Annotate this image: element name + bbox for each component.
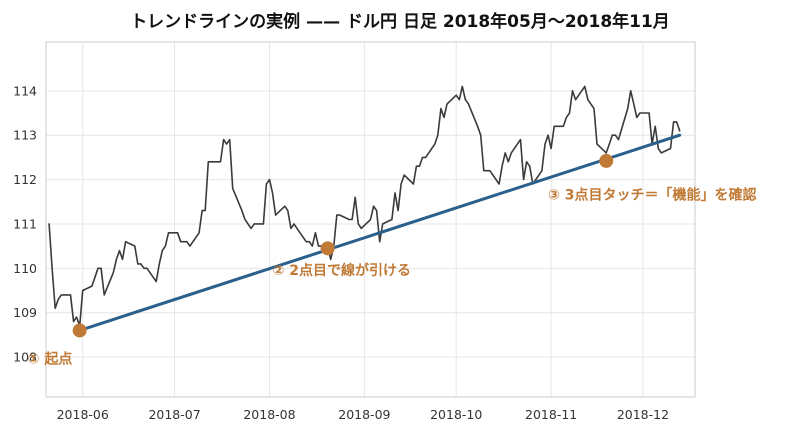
x-tick-label: 2018-06 <box>57 407 109 422</box>
y-tick-label: 113 <box>13 128 37 143</box>
y-tick-label: 112 <box>13 172 37 187</box>
x-tick-label: 2018-09 <box>338 407 390 422</box>
plot-frame <box>45 41 696 398</box>
y-tick-label: 110 <box>13 261 37 276</box>
annotations: ① 起点 ② 2点目で線が引ける ③ 3点目タッチ＝「機能」を確認 <box>28 187 757 368</box>
x-tick-label: 2018-11 <box>525 407 577 422</box>
touch-point <box>72 323 87 338</box>
y-tick-label: 108 <box>13 350 37 365</box>
x-tick-label: 2018-07 <box>148 407 200 422</box>
touch-point <box>599 153 614 168</box>
trend-line <box>78 133 682 332</box>
annotation-label: ③ 3点目タッチ＝「機能」を確認 <box>548 187 756 204</box>
y-tick-label: 114 <box>13 83 37 98</box>
price-line <box>48 85 681 327</box>
x-tick-label: 2018-10 <box>430 407 482 422</box>
touch-point <box>320 241 335 256</box>
annotation-label: ① 起点 <box>28 351 73 368</box>
annotation-label: ② 2点目で線が引ける <box>273 262 411 279</box>
series-group <box>48 85 682 332</box>
chart-title: トレンドラインの実例 —— ドル円 日足 2018年05月〜2018年11月 <box>130 11 670 32</box>
y-tick-label: 109 <box>13 305 37 320</box>
touch-points <box>72 153 614 338</box>
x-axis: 2018-06 2018-07 2018-08 2018-09 2018-10 2018-… <box>57 407 669 422</box>
y-tick-label: 111 <box>13 216 37 231</box>
x-tick-label: 2018-08 <box>243 407 295 422</box>
x-tick-label: 2018-12 <box>617 407 669 422</box>
y-axis: 108 109 110 111 112 113 114 <box>13 83 37 364</box>
grid-lines <box>46 42 695 397</box>
